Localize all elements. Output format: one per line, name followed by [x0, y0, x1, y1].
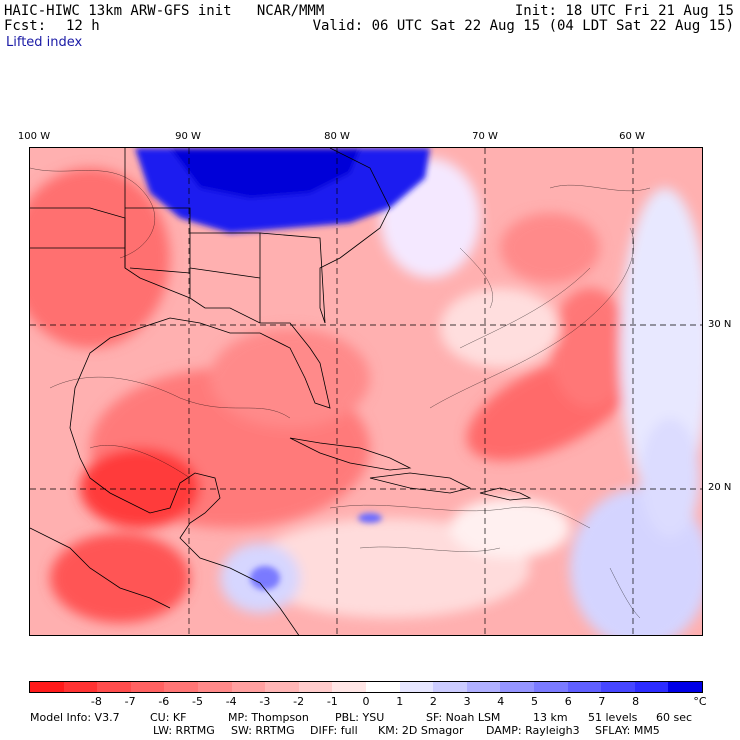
lat-label-30n: 30 N [708, 319, 732, 330]
colorbar-unit: °C [693, 695, 707, 708]
lon-label-90w: 90 W [175, 131, 201, 142]
footer-mp: MP: Thompson [228, 711, 309, 724]
colorbar [29, 681, 703, 693]
footer-sw: SW: RRTMG [231, 724, 295, 737]
colorbar-swatch [30, 682, 64, 692]
colorbar-tick-label: 8 [632, 695, 640, 708]
colorbar-swatch [634, 682, 669, 692]
colorbar-swatch [231, 682, 266, 692]
colorbar-swatch [433, 682, 467, 692]
footer-levels: 51 levels [588, 711, 638, 724]
colorbar-swatch [567, 682, 602, 692]
colorbar-swatch [399, 682, 434, 692]
shaded-field [30, 158, 702, 635]
colorbar-tick-label: 2 [429, 695, 437, 708]
high-stability-region [135, 148, 430, 590]
colorbar-swatch [97, 682, 131, 692]
lon-label-100w: 100 W [17, 131, 51, 142]
field-name: Lifted index [6, 35, 83, 50]
colorbar-swatch [668, 682, 702, 692]
colorbar-tick-label: 3 [463, 695, 471, 708]
valid-time: Valid: 06 UTC Sat 22 Aug 15 (04 LDT Sat … [312, 18, 734, 34]
init-time: Init: 18 UTC Fri 21 Aug 15 [514, 3, 734, 19]
footer-lw: LW: RRTMG [153, 724, 215, 737]
colorbar-swatch [298, 682, 333, 692]
lon-label-60w: 60 W [619, 131, 645, 142]
colorbar-swatch [265, 682, 299, 692]
lifted-index-map [29, 147, 703, 636]
colorbar-tick-label: 6 [564, 695, 572, 708]
colorbar-swatch [197, 682, 232, 692]
lon-label-80w: 80 W [324, 131, 350, 142]
forecast-hour-value: 12 h [66, 18, 100, 34]
footer-sf: SF: Noah LSM [426, 711, 501, 724]
colorbar-tick-label: 7 [598, 695, 606, 708]
colorbar-tick-label: -1 [326, 695, 338, 708]
forecast-hour-label: Fcst: [4, 18, 47, 34]
footer-pbl: PBL: YSU [335, 711, 385, 724]
footer-model-info: Model Info: V3.7 [30, 711, 120, 724]
contour-lines [30, 167, 651, 619]
colorbar-tick-label: 4 [497, 695, 505, 708]
colorbar-swatch [332, 682, 366, 692]
colorbar-swatch [164, 682, 198, 692]
colorbar-swatch [601, 682, 635, 692]
colorbar-swatch [365, 682, 400, 692]
colorbar-swatch [130, 682, 165, 692]
colorbar-tick-label: 1 [396, 695, 404, 708]
colorbar-tick-label: 0 [362, 695, 370, 708]
colorbar-tick-label: -5 [192, 695, 203, 708]
colorbar-swatch [63, 682, 98, 692]
map-graphic [30, 148, 702, 635]
footer-sflay: SFLAY: MM5 [595, 724, 660, 737]
colorbar-swatch [500, 682, 534, 692]
lon-label-70w: 70 W [472, 131, 498, 142]
colorbar-tick-label: -7 [124, 695, 136, 708]
colorbar-swatch [533, 682, 568, 692]
colorbar-tick-label: 5 [531, 695, 538, 708]
footer-cu: CU: KF [150, 711, 187, 724]
colorbar-tick-label: -6 [158, 695, 170, 708]
footer-km: KM: 2D Smagor [378, 724, 464, 737]
lat-lon-grid [30, 148, 702, 635]
footer-resolution: 13 km [533, 711, 568, 724]
footer-damp: DAMP: Rayleigh3 [486, 724, 580, 737]
coastlines [30, 148, 532, 635]
colorbar-swatch [466, 682, 501, 692]
footer-timestep: 60 sec [656, 711, 693, 724]
lat-label-20n: 20 N [708, 482, 732, 493]
colorbar-tick-label: -3 [259, 695, 271, 708]
colorbar-tick-label: -8 [90, 695, 102, 708]
model-title: HAIC-HIWC 13km ARW-GFS init NCAR/MMM [4, 3, 325, 19]
colorbar-tick-label: -2 [293, 695, 305, 708]
colorbar-tick-label: -4 [225, 695, 237, 708]
footer-diff: DIFF: full [310, 724, 358, 737]
